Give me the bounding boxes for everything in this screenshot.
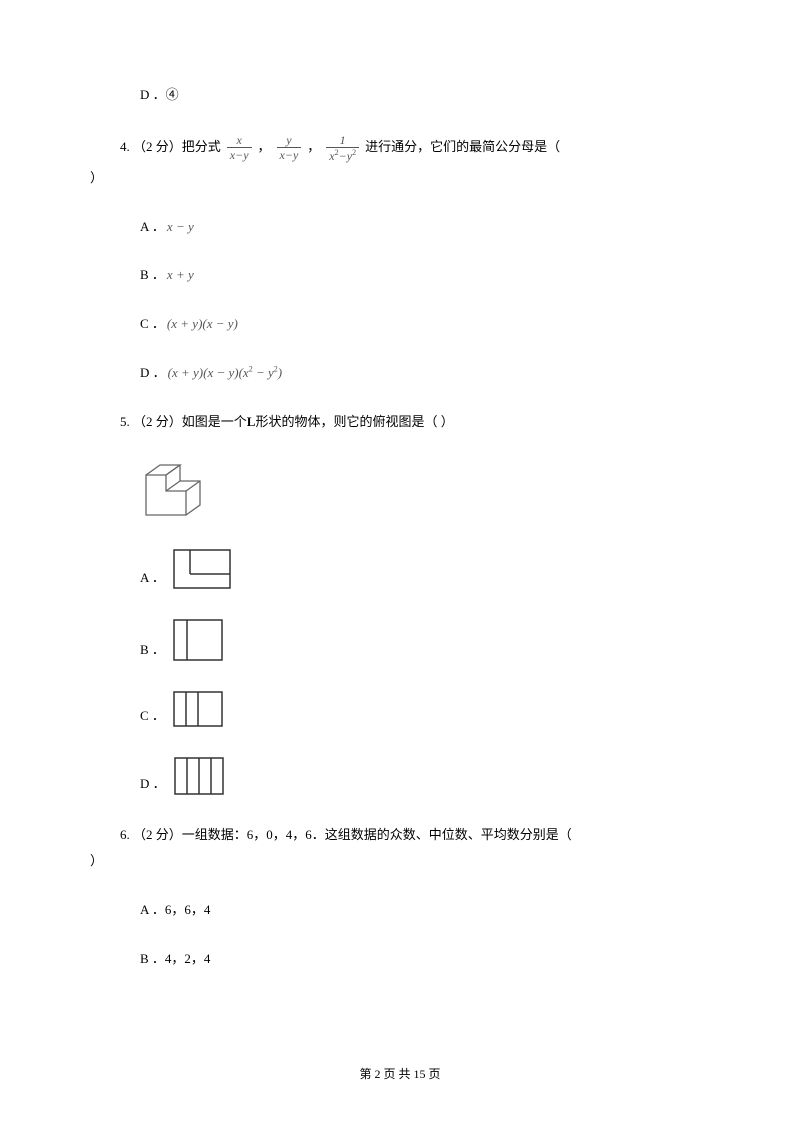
q4-suffix: 进行通分，它们的最简公分母是（ xyxy=(365,137,560,158)
q4-frac2-num: y xyxy=(283,134,294,147)
q5-text-post: 形状的物体，则它的俯视图是（ ） xyxy=(255,412,453,433)
q5-option-a: A ． xyxy=(90,549,710,591)
q5-d-label: D ． xyxy=(140,774,166,797)
q5-l-letter: L xyxy=(247,412,256,433)
footer-text: 第 2 页 共 15 页 xyxy=(359,1067,440,1081)
q6-a-text: A ．6，6，4 xyxy=(140,900,210,921)
q4-comma1: ， xyxy=(258,137,271,158)
q6-close: ） xyxy=(90,851,710,872)
q4-option-a: A ． x − y xyxy=(90,217,710,238)
q4-frac3: 1 x2−y2 xyxy=(326,134,359,162)
q5-d-svg xyxy=(174,757,226,797)
q5-option-b: B ． xyxy=(90,619,710,663)
q4-d-formula: (x + y)(x − y)(x2 − y2) xyxy=(166,363,284,384)
q5-c-svg xyxy=(173,691,225,729)
q6-text: 6. （2 分）一组数据：6，0，4，6．这组数据的众数、中位数、平均数分别是（ xyxy=(120,825,572,846)
page-footer: 第 2 页 共 15 页 xyxy=(0,1065,800,1082)
q4-frac1: x x−y xyxy=(227,134,252,161)
q4-option-c: C ． (x + y)(x − y) xyxy=(90,314,710,335)
q4-c-label: C ． xyxy=(140,314,165,335)
q6-stem: 6. （2 分）一组数据：6，0，4，6．这组数据的众数、中位数、平均数分别是（ xyxy=(90,825,710,846)
q4-frac2: y x−y xyxy=(277,134,302,161)
q5-c-label: C ． xyxy=(140,706,165,729)
q5-b-svg xyxy=(173,619,225,663)
q5-stem: 5. （2 分）如图是一个 L 形状的物体，则它的俯视图是（ ） xyxy=(90,412,710,433)
q5-solid-figure xyxy=(90,461,710,521)
q4-a-formula: x − y xyxy=(165,217,196,238)
q5-a-svg xyxy=(173,549,233,591)
page-content: D ．④ 4. （2 分）把分式 x x−y ， y x−y ， 1 x2−y2… xyxy=(90,85,710,970)
q4-b-formula: x + y xyxy=(165,265,196,286)
q3-option-d: D ．④ xyxy=(90,85,710,106)
q5-option-c: C ． xyxy=(90,691,710,729)
q4-frac1-den: x−y xyxy=(227,147,252,161)
q4-c-formula: (x + y)(x − y) xyxy=(165,314,240,335)
q4-prefix: 4. （2 分）把分式 xyxy=(120,137,221,158)
q6-option-a: A ．6，6，4 xyxy=(90,900,710,921)
q4-frac2-den: x−y xyxy=(277,147,302,161)
q3-d-label: D ．④ xyxy=(140,85,179,106)
q5-b-label: B ． xyxy=(140,640,165,663)
q4-stem: 4. （2 分）把分式 x x−y ， y x−y ， 1 x2−y2 进行通分… xyxy=(90,134,710,162)
q4-d-label: D ． xyxy=(140,363,166,384)
q4-option-d: D ． (x + y)(x − y)(x2 − y2) xyxy=(90,363,710,384)
q6-option-b: B ．4，2，4 xyxy=(90,949,710,970)
q4-comma2: ， xyxy=(307,137,320,158)
q4-frac1-num: x xyxy=(233,134,244,147)
q4-close: ） xyxy=(90,168,710,189)
q4-option-b: B ． x + y xyxy=(90,265,710,286)
q5-option-d: D ． xyxy=(90,757,710,797)
q4-frac3-num: 1 xyxy=(337,134,349,147)
q5-a-label: A ． xyxy=(140,568,165,591)
q5-text-pre: 5. （2 分）如图是一个 xyxy=(120,412,247,433)
q4-b-label: B ． xyxy=(140,265,165,286)
q4-a-label: A ． xyxy=(140,217,165,238)
q4-frac3-den: x2−y2 xyxy=(326,147,359,162)
q6-b-text: B ．4，2，4 xyxy=(140,949,210,970)
l-solid-icon xyxy=(140,461,212,521)
